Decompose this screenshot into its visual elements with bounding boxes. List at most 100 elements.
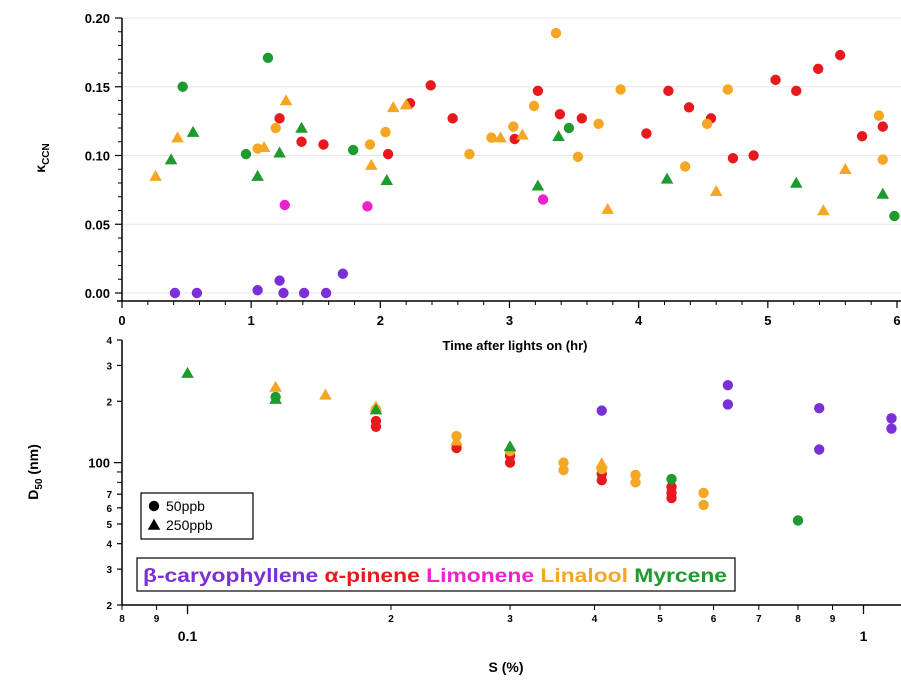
data-point — [683, 102, 695, 113]
x-tick-label: 9 — [830, 614, 836, 625]
y-tick-label: 0.15 — [85, 80, 110, 95]
data-point — [362, 201, 373, 212]
data-point — [889, 210, 900, 222]
data-point — [813, 63, 824, 75]
data-point — [348, 144, 359, 156]
x-tick-label: 1 — [248, 313, 255, 328]
x-tick-label: 8 — [795, 614, 801, 625]
data-point — [817, 204, 830, 216]
data-point — [177, 81, 188, 92]
data-point — [722, 379, 734, 391]
data-point — [558, 464, 569, 476]
marker-legend-label: 50ppb — [166, 498, 205, 514]
data-point — [164, 153, 178, 165]
data-point — [576, 113, 588, 124]
x-tick-label: 2 — [377, 313, 384, 328]
y-tick-label: 0.20 — [85, 11, 110, 26]
data-point — [596, 405, 607, 416]
data-point — [722, 84, 733, 95]
data-point — [279, 199, 290, 211]
data-point — [722, 399, 734, 410]
data-point — [181, 366, 194, 378]
data-point — [399, 98, 413, 110]
data-point — [369, 403, 383, 415]
x-tick-label: 5 — [657, 614, 663, 625]
kappa-ccn-panel: 0.00 0.05 0.10 0.15 0.20 0 1 2 3 4 5 6 Time after li… — [32, 11, 901, 353]
data-point — [596, 474, 607, 486]
data-point — [531, 179, 545, 191]
compound-legend-box — [136, 557, 736, 592]
y-tick-label: 100 — [88, 456, 110, 471]
data-point — [877, 121, 888, 132]
data-point — [666, 492, 677, 504]
data-point — [550, 27, 562, 39]
data-point — [370, 421, 382, 432]
data-point — [279, 94, 293, 106]
data-point — [251, 169, 264, 181]
y-tick-label: 0.10 — [85, 149, 110, 164]
y-tick-label: 6 — [106, 504, 112, 515]
data-point — [834, 49, 846, 61]
marker-legend-label: 250ppb — [166, 517, 213, 533]
data-point — [698, 487, 709, 499]
data-point — [296, 136, 307, 147]
data-point — [380, 126, 391, 138]
data-point — [770, 74, 781, 86]
data-point — [552, 129, 565, 141]
data-point — [593, 118, 604, 130]
data-point — [386, 101, 400, 113]
data-point — [364, 139, 376, 150]
legend-item-alpha-pinene: α-pinene — [318, 566, 420, 587]
y-tick-label: 3 — [106, 565, 112, 576]
legend-item-myrcene: Myrcene — [628, 566, 727, 587]
data-point — [298, 287, 310, 299]
y-tick-label: 3 — [106, 361, 112, 372]
legend-item-limonene: Limonene — [420, 566, 534, 587]
data-point — [273, 146, 286, 158]
data-point — [425, 80, 436, 91]
data-point — [663, 85, 674, 97]
data-point — [516, 128, 529, 140]
data-point — [709, 184, 723, 196]
data-point — [814, 403, 825, 414]
y-axis-label: κCCN — [32, 143, 52, 172]
data-point — [886, 413, 897, 424]
data-point — [270, 122, 281, 134]
data-point — [630, 477, 641, 488]
data-point — [615, 84, 626, 95]
y-tick-label: 7 — [106, 490, 112, 501]
x-tick-label: 5 — [764, 313, 771, 328]
x-tick-label: 3 — [506, 313, 513, 328]
data-point — [748, 150, 759, 161]
x-tick-label: 2 — [388, 614, 394, 625]
data-point — [320, 287, 332, 299]
data-point — [269, 380, 282, 392]
data-point — [318, 139, 329, 150]
y-tick-label: 4 — [106, 540, 112, 551]
data-point — [486, 132, 497, 143]
data-point — [792, 515, 804, 526]
data-point — [641, 128, 652, 139]
data-point — [191, 287, 203, 299]
data-point — [169, 287, 181, 299]
data-point — [601, 202, 614, 214]
legend-item-beta-caryophyllene: β-caryophyllene — [143, 566, 318, 587]
data-point — [274, 113, 285, 124]
data-point — [814, 444, 825, 455]
data-point — [532, 85, 544, 97]
data-point — [856, 131, 868, 142]
x-tick-label: 7 — [756, 614, 762, 625]
data-point — [380, 173, 394, 185]
data-point — [319, 388, 332, 400]
x-tick-label: 4 — [592, 614, 598, 625]
data-point — [679, 161, 691, 172]
data-point — [595, 457, 609, 469]
x-tick-label: 6 — [711, 614, 717, 625]
data-point — [504, 457, 516, 468]
x-tick-label: 0 — [118, 313, 125, 328]
data-point — [269, 392, 282, 404]
data-point — [186, 125, 200, 137]
data-point — [789, 176, 803, 188]
data-point — [563, 122, 575, 134]
